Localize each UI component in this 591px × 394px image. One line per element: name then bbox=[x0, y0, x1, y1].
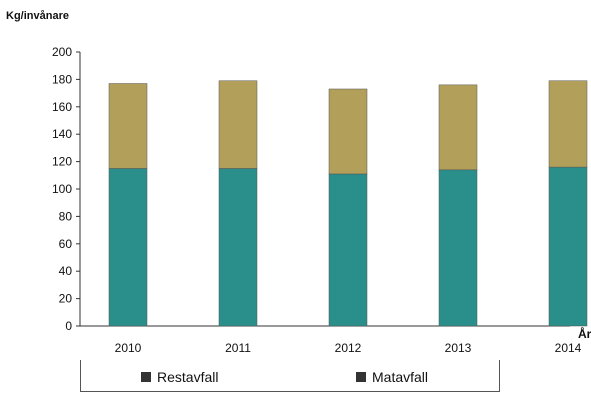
legend-item-restavfall: Restavfall bbox=[141, 369, 218, 385]
legend-label-restavfall: Restavfall bbox=[157, 369, 219, 385]
bar-matavfall-2011 bbox=[218, 80, 258, 169]
y-tick-label: 80 bbox=[59, 209, 73, 223]
bar-matavfall-2014 bbox=[548, 80, 588, 168]
legend-item-matavfall: Matavfall bbox=[356, 369, 428, 385]
bar-series bbox=[108, 80, 588, 327]
y-tick-label: 20 bbox=[59, 292, 73, 306]
y-tick-label: 200 bbox=[52, 45, 72, 59]
y-tick-label: 100 bbox=[52, 182, 72, 196]
x-axis: 2010 2011 2012 2013 2014 bbox=[80, 325, 582, 355]
bar-matavfall-2010 bbox=[108, 83, 148, 169]
y-axis-label: Kg/invånare bbox=[6, 10, 69, 22]
x-tick-label: 2012 bbox=[335, 341, 362, 355]
bar-restavfall-2014 bbox=[548, 166, 588, 327]
legend-label-matavfall: Matavfall bbox=[372, 369, 429, 385]
legend: Restavfall Matavfall bbox=[80, 360, 500, 392]
y-tick-label: 0 bbox=[65, 319, 72, 333]
x-tick-label: 2010 bbox=[115, 341, 142, 355]
y-tick-label: 140 bbox=[52, 127, 72, 141]
bar-restavfall-2010 bbox=[108, 168, 148, 327]
y-tick-label: 60 bbox=[59, 237, 73, 251]
bar-restavfall-2011 bbox=[218, 168, 258, 327]
bar-restavfall-2012 bbox=[328, 173, 368, 327]
bar-matavfall-2012 bbox=[328, 88, 368, 175]
y-tick-label: 180 bbox=[52, 72, 72, 86]
y-tick-label: 120 bbox=[52, 155, 72, 169]
x-tick-label: 2011 bbox=[225, 341, 251, 355]
x-tick-label: 2013 bbox=[445, 341, 472, 355]
bar-restavfall-2013 bbox=[438, 169, 478, 327]
bar-matavfall-2013 bbox=[438, 84, 478, 171]
legend-swatch-matavfall bbox=[356, 372, 366, 382]
x-tick-label: 2014 bbox=[555, 341, 582, 355]
y-axis: 0 20 40 60 80 100 120 140 160 180 200 bbox=[52, 45, 81, 333]
legend-swatch-restavfall bbox=[141, 372, 151, 382]
y-tick-label: 40 bbox=[59, 264, 73, 278]
y-tick-label: 160 bbox=[52, 100, 72, 114]
x-axis-label: År bbox=[578, 327, 591, 341]
